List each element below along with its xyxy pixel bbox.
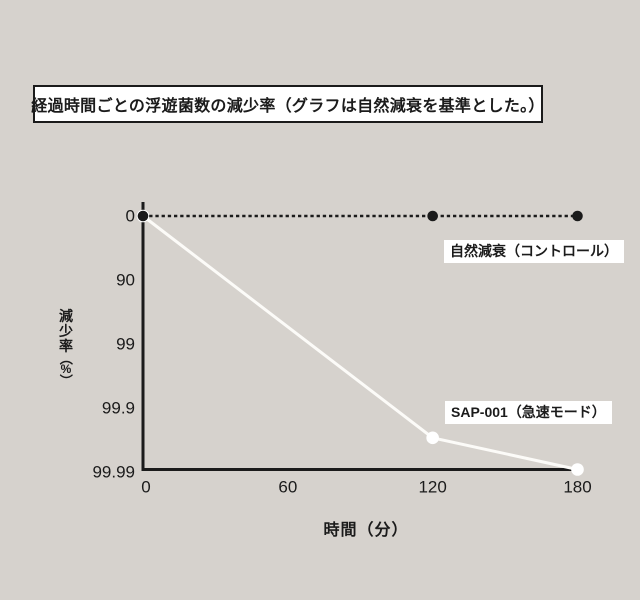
data-point-series-0 <box>572 210 583 222</box>
chart-title: 経過時間ごとの浮遊菌数の減少率（グラフは自然減衰を基準とした。） <box>31 85 544 123</box>
y-axis-title-char: 減 <box>59 308 73 324</box>
y-axis-title: 減少率（%） <box>50 308 82 388</box>
data-point-series-1 <box>426 431 439 445</box>
y-tick-label: 90 <box>116 270 135 289</box>
x-tick-label: 180 <box>563 478 591 497</box>
y-axis-title-char: ） <box>58 373 74 387</box>
x-tick-label: 60 <box>278 478 297 497</box>
y-tick-label: 0 <box>126 207 135 226</box>
y-axis-title-char: 少 <box>59 323 73 339</box>
y-tick-label: 99 <box>116 334 135 353</box>
x-tick-label: 0 <box>141 478 150 497</box>
legend-label-control: 自然減衰（コントロール） <box>444 240 624 263</box>
y-tick-label: 99.99 <box>92 462 135 481</box>
y-axis-title-char: 率 <box>59 338 73 354</box>
data-point-series-0 <box>427 210 438 222</box>
y-axis-title-char: % <box>60 362 72 376</box>
x-axis-title: 時間（分） <box>323 522 409 539</box>
data-point-series-0 <box>137 210 149 222</box>
data-point-series-1 <box>571 463 584 476</box>
y-tick-label: 99.9 <box>102 398 135 417</box>
legend-label-sap: SAP-001（急速モード） <box>445 401 612 424</box>
x-tick-label: 120 <box>418 478 446 497</box>
